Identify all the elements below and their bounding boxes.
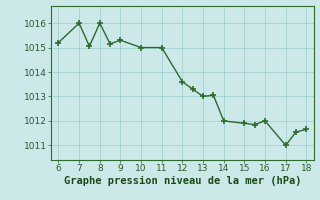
X-axis label: Graphe pression niveau de la mer (hPa): Graphe pression niveau de la mer (hPa) xyxy=(64,176,301,186)
